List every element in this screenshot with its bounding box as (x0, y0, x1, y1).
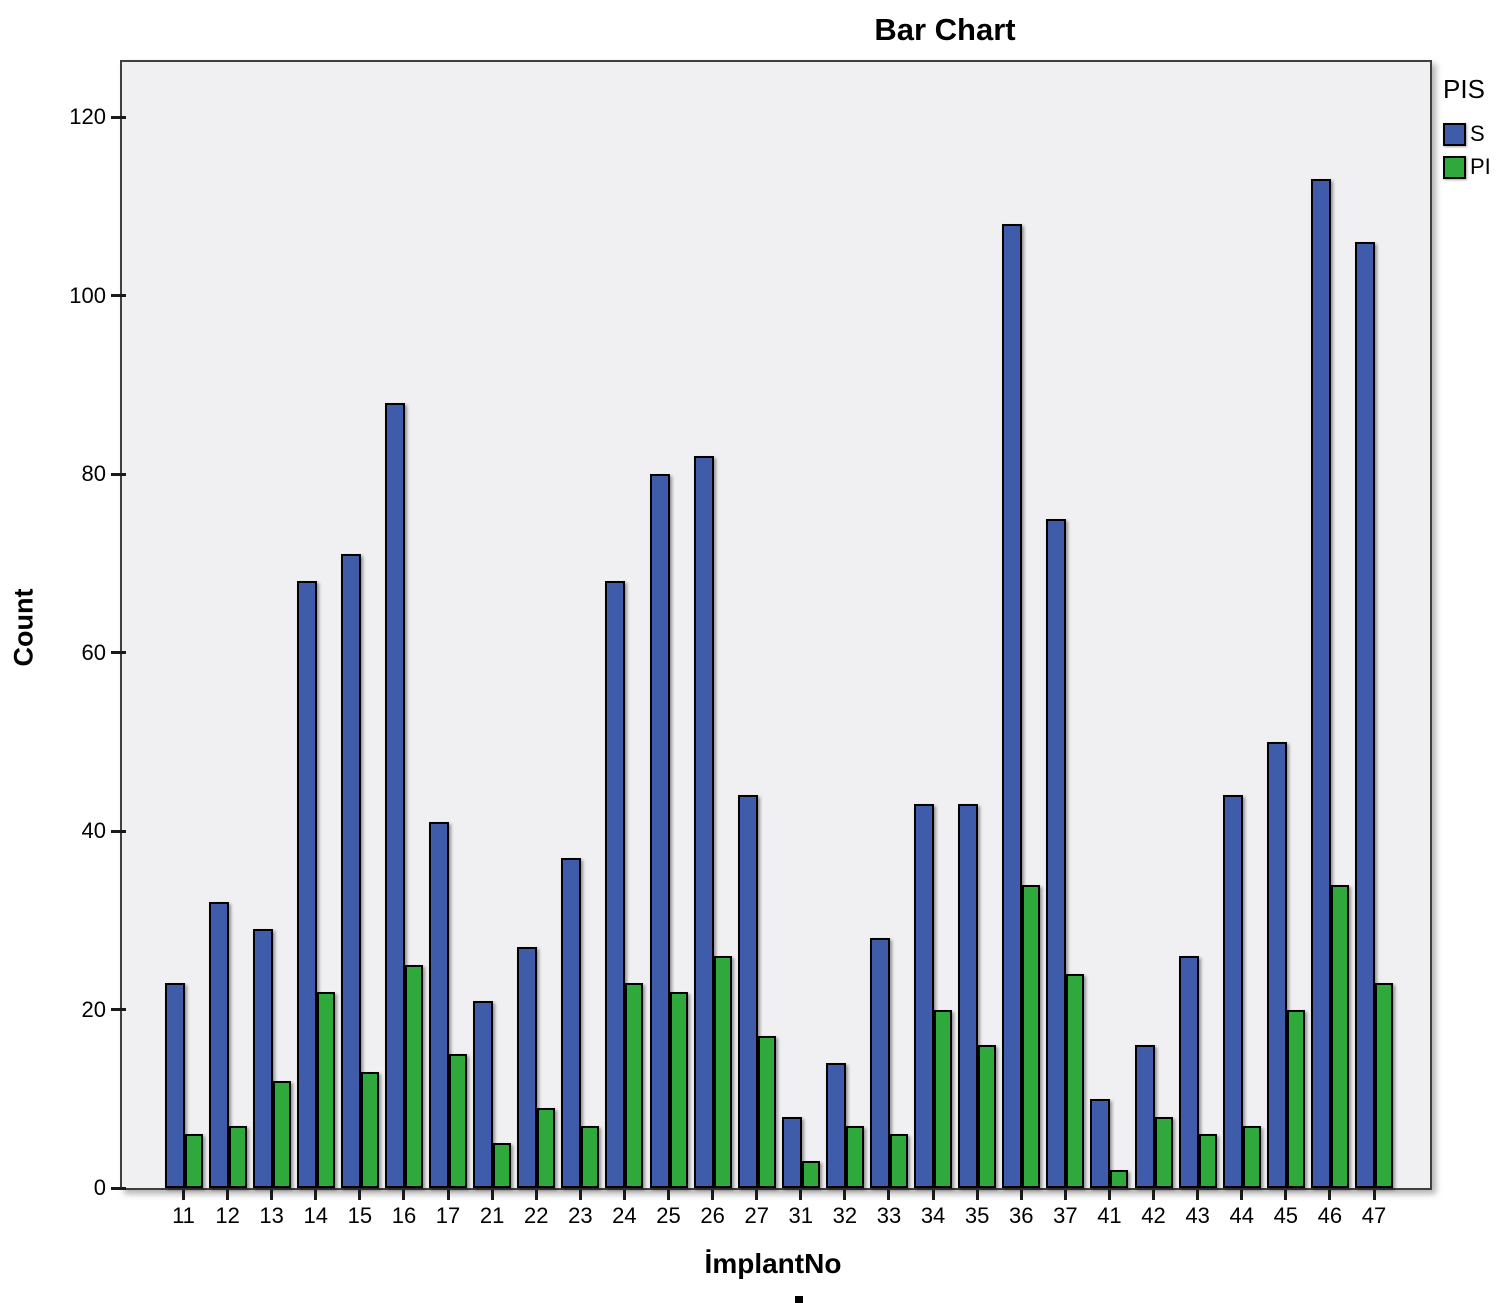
x-tick-label: 36 (1009, 1203, 1034, 1228)
legend-entry-s: S (1443, 121, 1500, 147)
x-tick-mark (226, 1190, 230, 1200)
legend-swatch-green-icon (1443, 155, 1466, 179)
legend-label-pi: PI (1470, 154, 1491, 179)
x-tick-mark (1019, 1190, 1023, 1200)
x-tick-mark (1107, 1190, 1111, 1200)
x-tick-label: 15 (347, 1203, 373, 1228)
x-tick-label: 16 (391, 1203, 417, 1228)
y-tick-label: 0 (93, 1175, 106, 1200)
x-tick-label: 27 (744, 1203, 769, 1228)
x-tick-label: 34 (920, 1203, 946, 1228)
x-tick-mark (799, 1190, 803, 1200)
x-tick-label: 43 (1185, 1203, 1210, 1228)
x-tick-mark (711, 1190, 715, 1200)
x-tick-mark (622, 1190, 626, 1200)
x-tick-mark (975, 1190, 979, 1200)
x-tick-mark (667, 1190, 671, 1200)
x-tick-label: 47 (1361, 1203, 1387, 1228)
x-tick-label: 12 (215, 1203, 240, 1228)
y-tick-label: 80 (81, 461, 106, 486)
x-tick-mark (1196, 1190, 1200, 1200)
x-tick-label: 42 (1141, 1203, 1166, 1228)
x-tick-label: 45 (1273, 1203, 1299, 1228)
x-tick-label: 24 (612, 1203, 637, 1228)
x-tick-mark (1240, 1190, 1244, 1200)
x-tick-label: 25 (656, 1203, 681, 1228)
cut-off-text-fragment (795, 1296, 803, 1303)
x-axis-title: İmplantNo (704, 1248, 842, 1279)
x-tick-mark (402, 1190, 406, 1200)
x-tick-label: 23 (568, 1203, 593, 1228)
y-tick-label: 120 (69, 104, 106, 129)
x-tick-mark (1152, 1190, 1156, 1200)
legend: PIS S PI (1443, 74, 1500, 187)
x-tick-label: 46 (1317, 1203, 1343, 1228)
x-tick-mark (534, 1190, 538, 1200)
plot-area (120, 60, 1432, 1190)
legend-entry-pi: PI (1443, 154, 1500, 180)
y-tick-label: 20 (81, 996, 106, 1022)
legend-title: PIS (1443, 74, 1485, 104)
x-tick-mark (887, 1190, 891, 1200)
x-tick-label: 26 (700, 1203, 725, 1228)
legend-swatch-blue-icon (1443, 122, 1466, 146)
x-tick-mark (1328, 1190, 1332, 1200)
x-tick-label: 32 (832, 1203, 858, 1228)
x-tick-mark (1372, 1190, 1376, 1200)
y-axis-title: Count (8, 588, 39, 667)
y-tick-label: 60 (81, 639, 106, 665)
x-tick-label: 17 (435, 1203, 461, 1228)
y-tick-label: 100 (69, 282, 106, 308)
x-tick-mark (358, 1190, 362, 1200)
legend-label-s: S (1470, 121, 1485, 146)
y-tick-label: 40 (81, 818, 106, 843)
x-tick-label: 21 (479, 1203, 505, 1228)
x-tick-label: 37 (1053, 1203, 1078, 1228)
x-tick-mark (578, 1190, 582, 1200)
x-tick-label: 41 (1097, 1203, 1122, 1228)
x-tick-mark (182, 1190, 185, 1200)
x-tick-mark (490, 1190, 494, 1200)
x-tick-mark (1284, 1190, 1288, 1200)
x-tick-label: 44 (1229, 1203, 1254, 1228)
x-tick-label: 33 (876, 1203, 902, 1228)
x-tick-mark (931, 1190, 935, 1200)
x-tick-mark (314, 1190, 318, 1200)
x-tick-mark (446, 1190, 450, 1200)
chart-title: Bar Chart (874, 12, 1016, 47)
x-tick-mark (755, 1190, 759, 1200)
x-tick-label: 22 (523, 1203, 549, 1228)
x-tick-mark (270, 1190, 274, 1200)
x-tick-label: 31 (788, 1203, 814, 1228)
x-tick-mark (1063, 1190, 1067, 1200)
x-tick-label: 35 (964, 1203, 990, 1228)
x-tick-mark (843, 1190, 847, 1200)
x-tick-label: 11 (172, 1203, 195, 1228)
x-tick-label: 14 (303, 1203, 328, 1228)
x-tick-label: 13 (259, 1203, 284, 1228)
